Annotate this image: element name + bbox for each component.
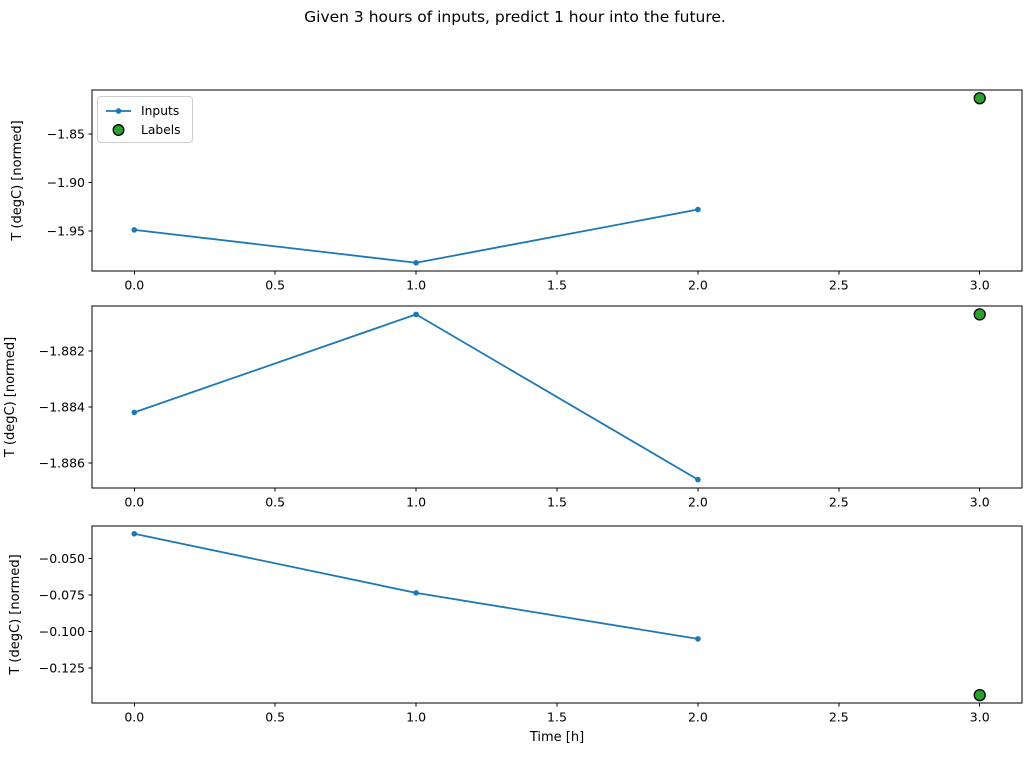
y-tick-label: −1.882 (39, 343, 85, 358)
inputs-point (695, 206, 701, 213)
inputs-point (131, 227, 138, 233)
plot-border (91, 89, 1023, 272)
x-tick-label: 0.0 (124, 710, 144, 725)
legend-circle-sample (112, 123, 125, 136)
x-tick-label: 0.0 (124, 278, 144, 293)
y-tick-label: −1.95 (47, 223, 85, 238)
x-tick-label: 0.5 (265, 710, 285, 725)
y-axis-label: T (degC) [normed] (3, 337, 18, 458)
y-tick-label: −1.90 (47, 175, 85, 190)
y-axis-label: T (degC) [normed] (8, 554, 23, 675)
inputs-line (134, 532, 699, 640)
x-tick-label: 2.0 (688, 495, 708, 510)
inputs-point (413, 311, 419, 318)
x-tick-label: 1.5 (547, 710, 567, 725)
x-tick-label: 1.0 (406, 710, 426, 725)
legend-label-inputs: Inputs (141, 103, 180, 118)
labels-point (973, 688, 986, 702)
labels-point (973, 308, 986, 321)
x-tick-label: 0.5 (265, 278, 285, 293)
figure-title: Given 3 hours of inputs, predict 1 hour … (304, 8, 726, 26)
y-axis-label: T (degC) [normed] (10, 120, 25, 241)
x-tick-label: 1.0 (406, 495, 426, 510)
inputs-line (133, 313, 699, 481)
x-tick-label: 3.0 (970, 278, 990, 293)
x-tick-label: 2.5 (829, 710, 849, 725)
legend-label-labels: Labels (141, 122, 181, 137)
labels-circle-icon (112, 123, 125, 136)
legend-item-inputs: Inputs (105, 101, 192, 120)
x-tick-label: 0.0 (124, 495, 144, 510)
inputs-point (413, 259, 419, 266)
inputs-point (413, 590, 419, 596)
x-tick-label: 2.5 (829, 495, 849, 510)
legend: Inputs Labels (97, 96, 193, 143)
inputs-line-marker-icon (106, 107, 131, 114)
x-tick-label: 2.0 (688, 278, 708, 293)
x-tick-label: 1.5 (547, 495, 567, 510)
inputs-point (695, 476, 701, 483)
y-tick-label: −0.075 (39, 588, 85, 603)
plot-border (91, 525, 1023, 704)
legend-item-labels: Labels (105, 120, 192, 139)
x-tick-label: 1.0 (406, 278, 426, 293)
x-tick-label: 2.5 (829, 278, 849, 293)
x-tick-label: 3.0 (970, 495, 990, 510)
y-tick-label: −1.886 (39, 455, 85, 470)
labels-point (973, 92, 986, 105)
x-axis-label: Time [h] (529, 730, 584, 745)
inputs-line (134, 208, 699, 264)
y-tick-label: −0.125 (39, 661, 85, 676)
x-tick-label: 1.5 (547, 278, 567, 293)
inputs-point (695, 636, 701, 642)
legend-dot-sample (115, 107, 122, 114)
y-tick-label: −0.100 (39, 624, 85, 639)
x-tick-label: 2.0 (688, 710, 708, 725)
inputs-point (131, 409, 138, 416)
y-tick-label: −0.050 (39, 551, 85, 566)
x-tick-label: 0.5 (265, 495, 285, 510)
y-tick-label: −1.884 (39, 399, 85, 414)
x-tick-label: 3.0 (970, 710, 990, 725)
inputs-point (131, 530, 138, 537)
y-tick-label: −1.85 (47, 127, 85, 142)
